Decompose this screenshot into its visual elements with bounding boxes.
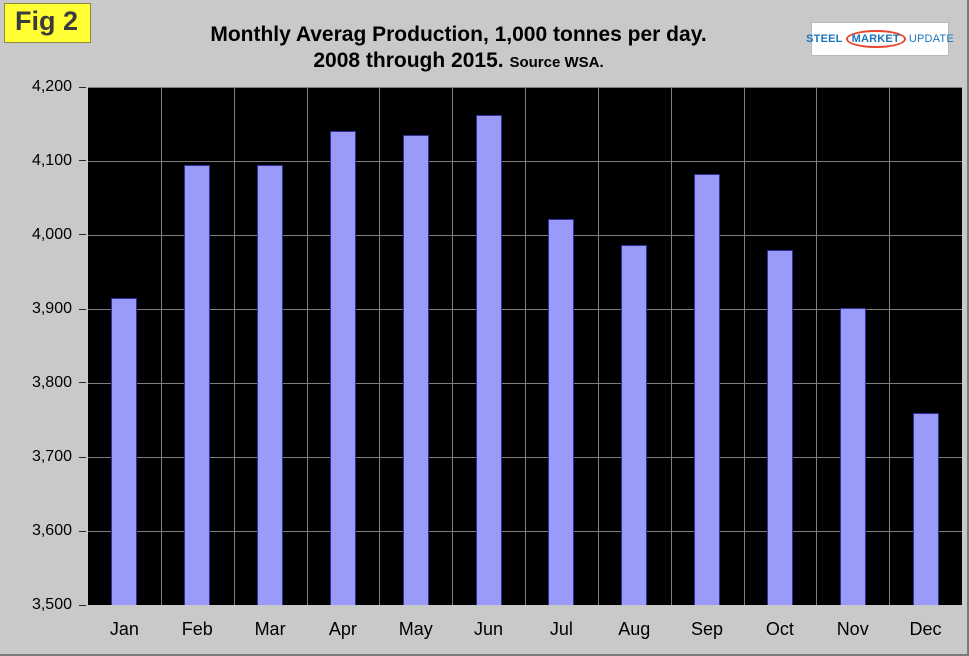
y-tick-label: 3,900 <box>31 300 72 317</box>
bar-jul <box>548 218 575 605</box>
plot-area <box>88 87 962 605</box>
y-tick-label: 4,000 <box>31 226 72 243</box>
y-tick-label: 3,800 <box>31 374 72 391</box>
y-tick-label: 4,200 <box>31 78 72 95</box>
bar-mar <box>257 164 284 605</box>
y-tick-mark <box>79 234 86 236</box>
bar-slot <box>889 87 962 605</box>
bar-slot <box>88 87 161 605</box>
gridline-vertical <box>160 87 162 605</box>
chart-title-line2: 2008 through 2015. Source WSA. <box>130 48 787 74</box>
x-tick-label: Apr <box>328 619 357 639</box>
bar-slot <box>743 87 816 605</box>
gridline-vertical <box>889 87 891 605</box>
y-tick-mark <box>79 530 86 532</box>
bar-slot <box>161 87 234 605</box>
y-tick-mark <box>79 308 86 310</box>
y-tick-mark <box>79 456 86 458</box>
y-tick-label: 3,600 <box>31 522 72 539</box>
chart-title-years: 2008 through 2015. <box>313 49 504 73</box>
bar-apr <box>329 131 356 605</box>
gridline-vertical <box>379 87 381 605</box>
bar-slot <box>234 87 307 605</box>
bar-feb <box>184 164 211 605</box>
y-tick-label: 4,100 <box>31 152 72 169</box>
gridline-vertical <box>743 87 745 605</box>
gridline-vertical <box>306 87 308 605</box>
bar-may <box>402 135 429 605</box>
x-tick-label: May <box>398 619 433 639</box>
logo-word-update: UPDATE <box>908 33 954 45</box>
bar-slot <box>379 87 452 605</box>
x-tick-label: Feb <box>181 619 213 639</box>
y-tick-label: 3,700 <box>31 448 72 465</box>
chart-title-line1: Monthly Averag Production, 1,000 tonnes … <box>210 23 707 46</box>
x-tick-label: Nov <box>836 619 869 639</box>
gridline-vertical <box>233 87 235 605</box>
gridline-vertical <box>452 87 454 605</box>
y-tick-label: 3,500 <box>31 596 72 613</box>
x-tick-label: Jan <box>109 619 139 639</box>
bar-jun <box>475 115 502 605</box>
gridline-vertical <box>816 87 818 605</box>
bar-aug <box>621 244 648 605</box>
gridline-vertical <box>525 87 526 605</box>
y-axis: 4,200 4,100 4,000 3,900 3,800 3,700 3,600 3,500 <box>0 78 86 613</box>
bars-row <box>88 87 962 605</box>
bar-slot <box>306 87 379 605</box>
bar-slot <box>816 87 889 605</box>
chart-title-block: Monthly Averag Production, 1,000 tonnes … <box>130 22 787 75</box>
y-tick-mark <box>79 160 86 162</box>
steel-market-update-logo: STEEL MARKET UPDATE <box>806 22 954 56</box>
chart-source-label: Source WSA. <box>509 54 604 72</box>
bar-jan <box>111 297 138 605</box>
fig-label: Fig 2 <box>4 3 92 43</box>
bar-dec <box>912 412 939 605</box>
x-tick-label: Dec <box>909 619 942 639</box>
x-tick-label: Oct <box>765 619 794 639</box>
x-axis: Jan Feb Mar Apr May Jun Jul Aug Sep Oct Nov Dec <box>88 611 962 647</box>
y-tick-mark <box>79 604 86 606</box>
x-tick-label: Mar <box>254 619 286 639</box>
x-tick-label: Jul <box>549 619 573 639</box>
gridline-vertical <box>597 87 599 605</box>
bar-slot <box>525 87 598 605</box>
bar-nov <box>839 307 866 605</box>
bar-slot <box>598 87 671 605</box>
bar-slot <box>452 87 525 605</box>
logo-word-market: MARKET <box>845 30 906 48</box>
x-tick-label: Aug <box>618 619 651 639</box>
y-tick-mark <box>79 382 86 384</box>
logo-word-steel: STEEL <box>806 33 843 45</box>
gridline-vertical <box>670 87 672 605</box>
x-tick-label: Jun <box>474 619 504 639</box>
bar-slot <box>671 87 744 605</box>
bar-sep <box>694 174 721 605</box>
y-tick-mark <box>79 86 86 88</box>
bar-oct <box>766 249 793 605</box>
x-tick-label: Sep <box>691 619 724 639</box>
